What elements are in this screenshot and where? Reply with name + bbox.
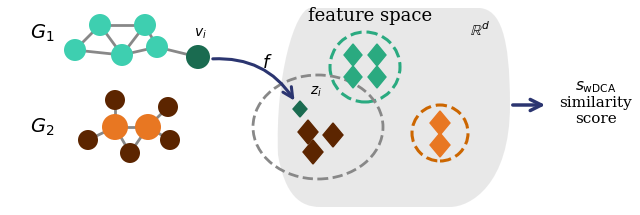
Text: $s_{\mathrm{wDCA}}$: $s_{\mathrm{wDCA}}$ [575,79,617,95]
Polygon shape [368,66,386,88]
Circle shape [64,39,86,61]
Circle shape [78,130,98,150]
Polygon shape [344,66,362,88]
Polygon shape [368,44,386,66]
Circle shape [160,130,180,150]
Circle shape [102,114,128,140]
Text: score: score [575,112,617,126]
Circle shape [135,114,161,140]
Circle shape [105,90,125,110]
PathPatch shape [278,8,510,207]
Circle shape [120,143,140,163]
Circle shape [186,45,210,69]
Polygon shape [298,120,318,144]
Text: feature space: feature space [308,7,432,25]
Text: $v_i$: $v_i$ [193,27,207,41]
Polygon shape [323,123,343,147]
Circle shape [146,36,168,58]
Circle shape [89,14,111,36]
Polygon shape [430,133,450,157]
Text: similarity: similarity [559,96,632,110]
Polygon shape [344,44,362,66]
Text: $\mathbb{R}^d$: $\mathbb{R}^d$ [470,21,490,39]
Text: $G_2$: $G_2$ [30,116,54,138]
Text: $f$: $f$ [262,54,272,72]
Circle shape [158,97,178,117]
Polygon shape [303,140,323,164]
Circle shape [111,44,133,66]
Polygon shape [430,111,450,135]
Text: $G_1$: $G_1$ [30,22,54,44]
Circle shape [134,14,156,36]
Polygon shape [293,101,307,117]
Text: $z_i$: $z_i$ [310,84,322,99]
